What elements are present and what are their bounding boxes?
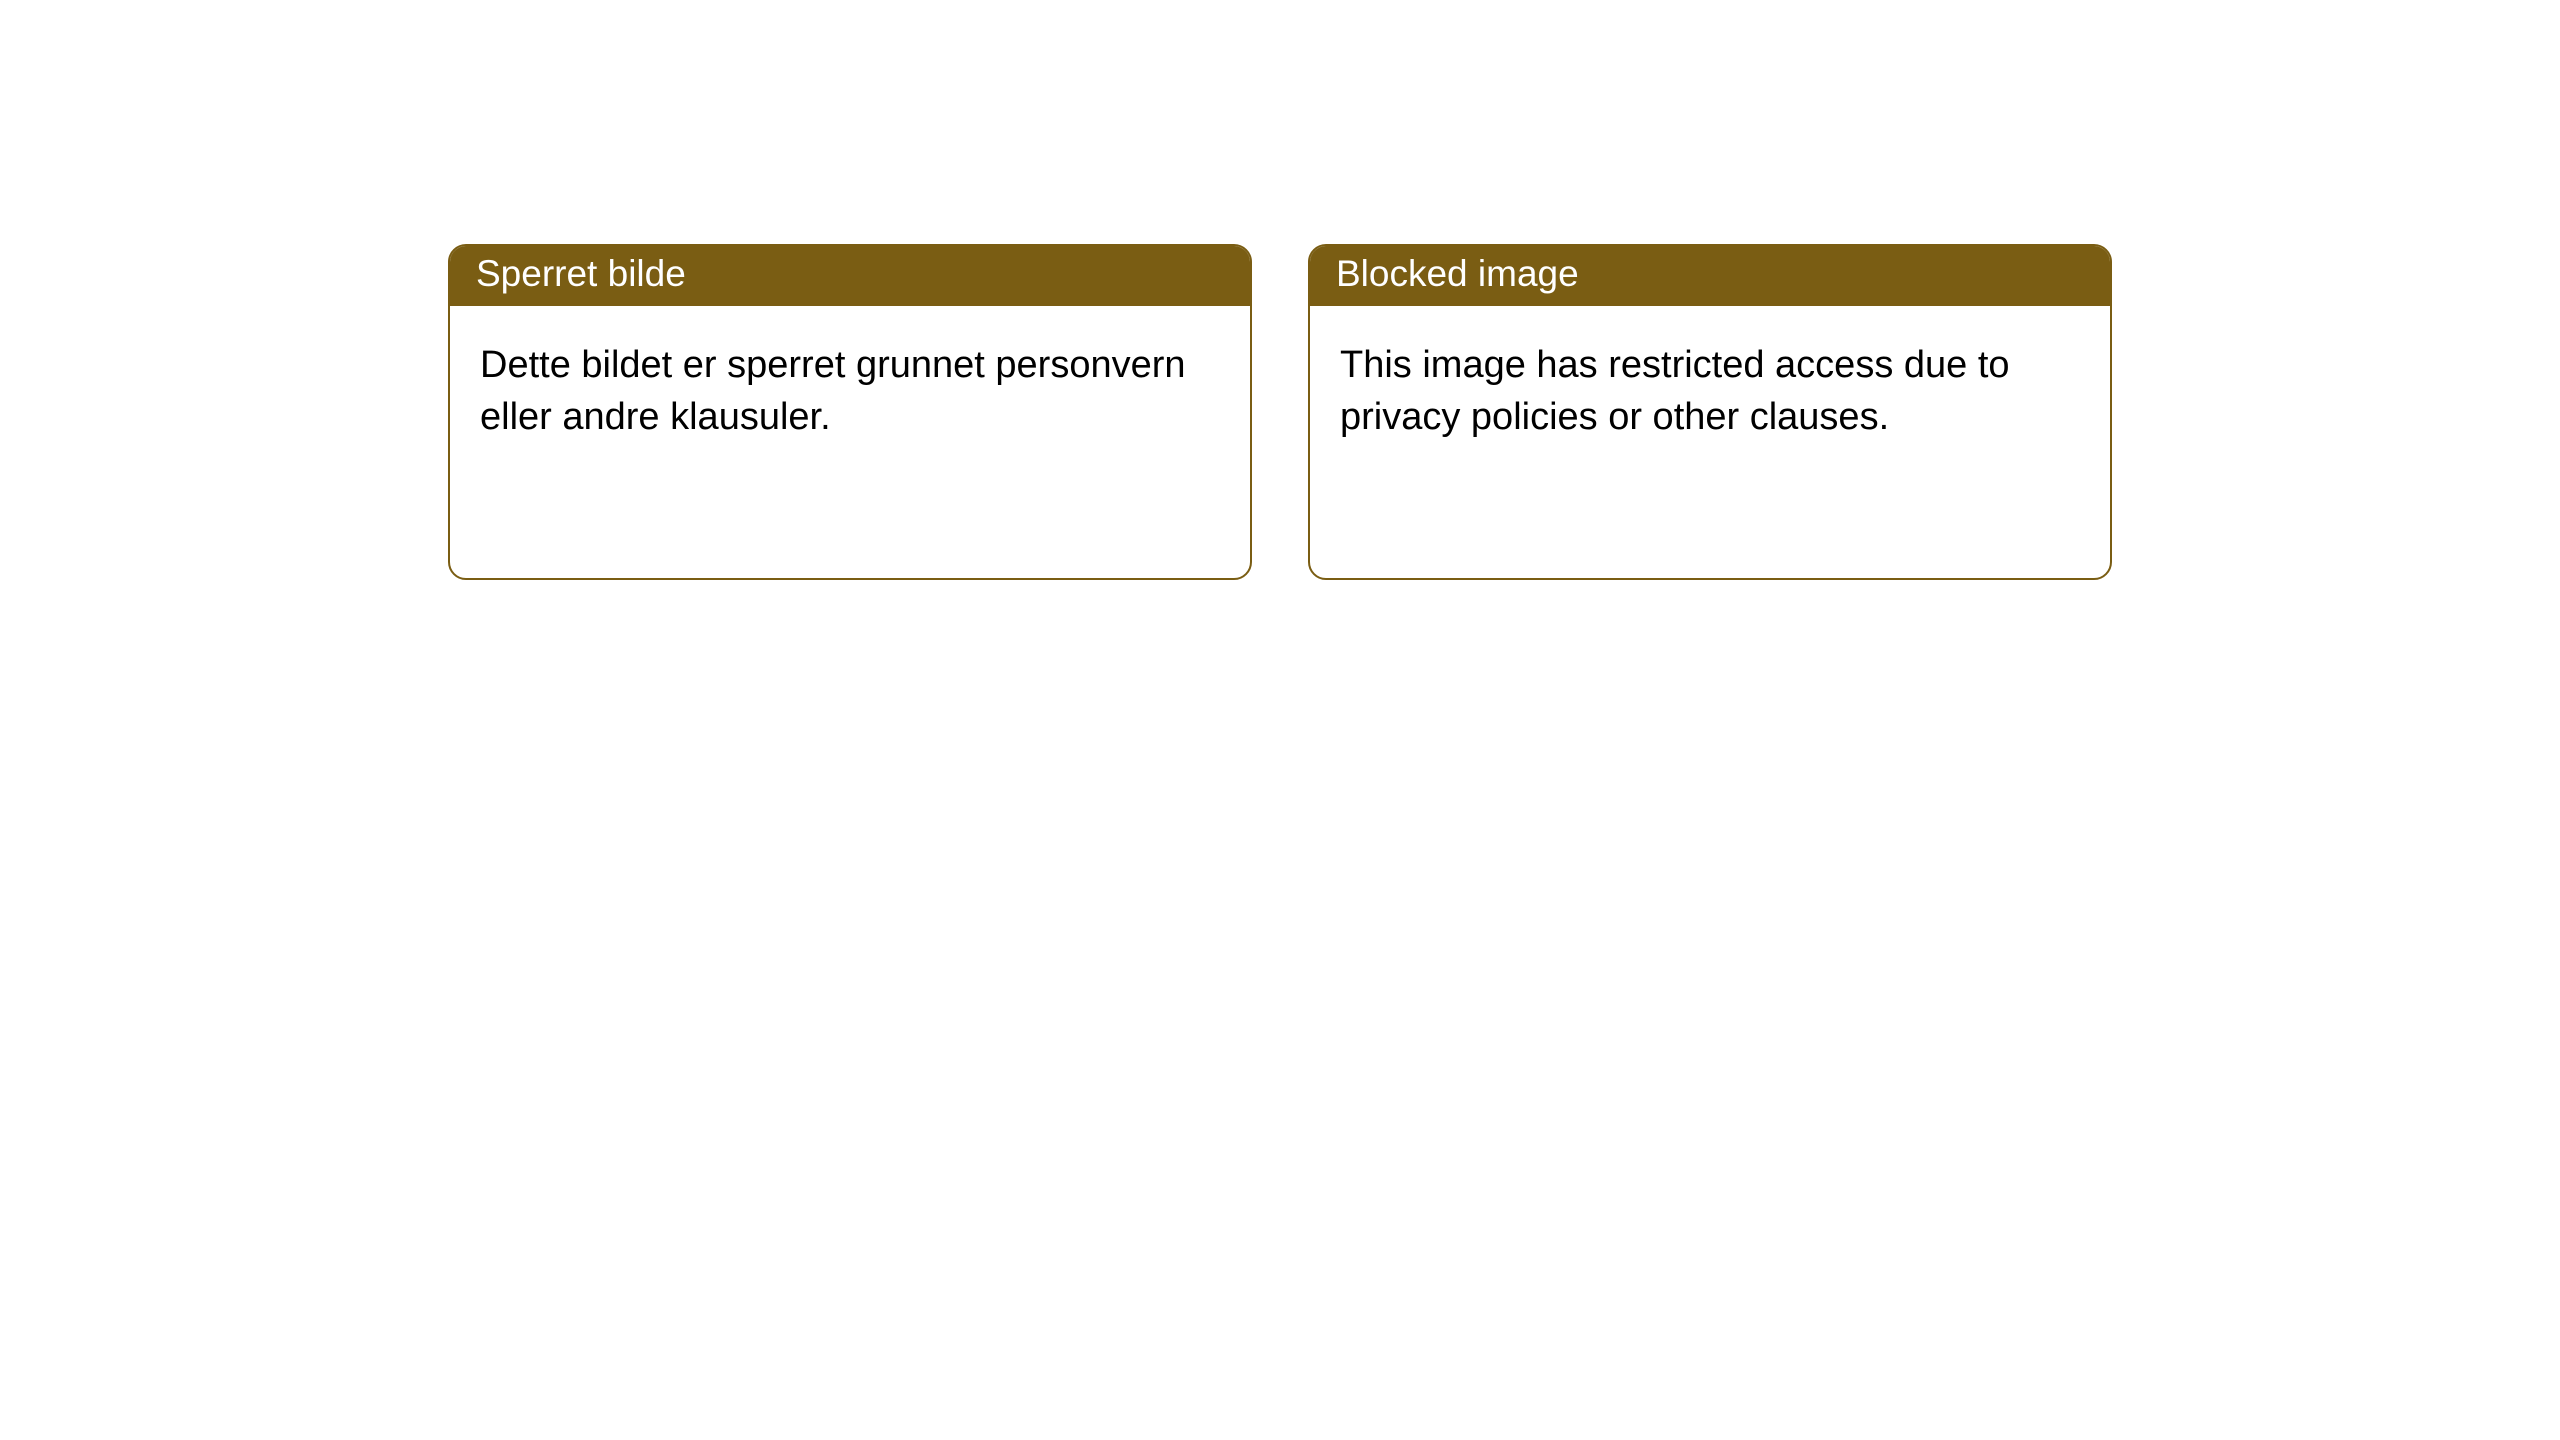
notice-card-body: This image has restricted access due to …	[1310, 306, 2110, 578]
notice-card-norwegian: Sperret bilde Dette bildet er sperret gr…	[448, 244, 1252, 580]
notice-card-title: Sperret bilde	[450, 246, 1250, 306]
notice-card-title: Blocked image	[1310, 246, 2110, 306]
notice-card-body: Dette bildet er sperret grunnet personve…	[450, 306, 1250, 578]
notice-card-english: Blocked image This image has restricted …	[1308, 244, 2112, 580]
notice-cards-container: Sperret bilde Dette bildet er sperret gr…	[0, 0, 2560, 580]
